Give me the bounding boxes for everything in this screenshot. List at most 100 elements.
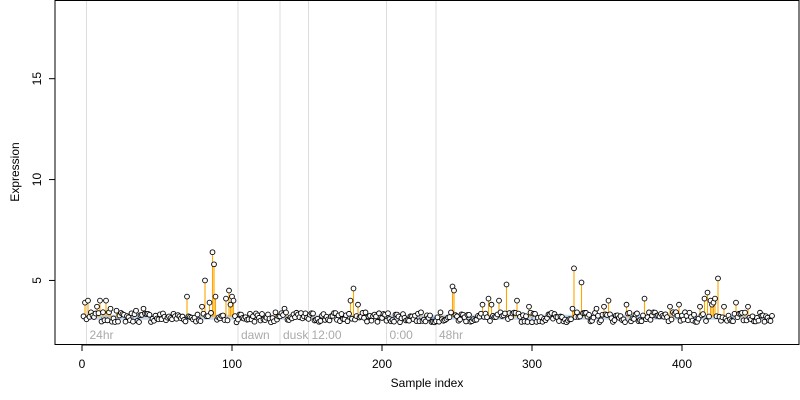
expression-point [199,303,205,310]
expression-point [514,297,520,304]
expression-point [622,319,628,326]
expression-point [712,295,718,302]
expression-point [487,318,493,324]
expression-point [136,319,142,325]
expression-point [496,297,502,304]
expression-point [347,297,354,304]
expression-point [418,309,424,316]
expression-point [226,287,232,294]
expression-point [227,301,234,308]
expression-point [755,317,762,324]
expression-point [94,303,100,310]
expression-point [485,295,492,302]
x-tick-label: 400 [672,357,692,371]
expression-point [503,281,510,288]
expression-point [95,310,102,316]
sample-group-separators [86,0,437,345]
expression-point [259,311,265,317]
expression-point [715,275,721,282]
expression-point [593,305,600,312]
expression-point [700,311,706,317]
separator-label: 48hr [439,328,463,342]
expression-point [130,318,136,325]
y-tick-label: 10 [30,173,44,187]
expression-point [526,303,532,310]
expression-point [427,312,433,319]
expression-point [667,303,673,310]
expression-point [283,309,289,316]
expression-point [385,310,391,317]
expression-point [223,295,229,302]
expression-point [479,301,486,308]
expression-point [769,312,775,319]
y-tick-label: 15 [30,72,44,86]
expression-point [568,316,574,323]
expression-point [745,303,751,310]
expression-point [595,312,601,319]
expression-point [730,318,736,325]
expression-point [364,318,370,325]
expression-points [80,249,775,326]
expression-stems [82,252,773,323]
separator-label: dusk [283,328,309,342]
expression-point [374,318,381,325]
x-tick-label: 200 [372,357,392,371]
expression-point [115,318,121,325]
expression-point [611,317,618,323]
expression-point [140,305,147,312]
plot-frame [54,0,800,345]
expression-point [704,289,711,296]
expression-point [623,301,630,308]
expression-point [344,318,351,325]
expression-point [391,318,397,325]
expression-point [437,309,444,316]
separator-label: 12:00 [312,328,342,342]
y-axis-title: Expression [8,142,22,201]
expression-point [85,297,91,304]
expression-point [569,305,576,312]
expression-point [523,313,529,320]
expression-point [446,314,453,320]
expression-point [457,316,463,323]
expression-point [355,301,361,308]
expression-point [103,297,109,304]
expression-point [107,305,114,312]
y-tick-label: 5 [30,277,44,284]
x-tick-label: 0 [79,357,86,371]
expression-point [272,309,279,316]
expression-point [767,318,774,324]
x-axis: 0 100 200 300 400 [79,344,692,371]
expression-point [641,295,648,302]
y-axis: 5 10 15 [30,72,56,284]
expression-point [571,265,577,272]
expression-point [202,277,208,284]
expression-point [317,318,324,324]
expression-point [212,293,219,300]
expression-point [182,318,189,325]
separator-label: dawn [241,328,270,342]
expression-point [100,309,106,316]
expression-point [703,318,709,324]
expression-point [634,310,640,317]
expression-point [209,249,216,256]
expression-point [310,310,316,317]
expression-point [211,261,217,268]
expression-point [350,285,357,292]
expression-point [224,317,231,324]
expression-point [448,309,454,316]
expression-point [605,297,612,304]
expression-point [706,313,712,320]
separator-label: 24hr [90,328,114,342]
expression-point [194,311,201,318]
x-axis-title: Sample index [391,376,464,390]
x-tick-label: 100 [222,357,242,371]
expression-point [668,316,675,323]
expression-point [601,303,607,310]
expression-point [220,312,226,319]
expression-point [422,318,429,325]
expression-point [697,303,703,310]
separator-label: 0:00 [390,328,414,342]
expression-point [691,311,697,318]
expression-point [742,309,748,316]
